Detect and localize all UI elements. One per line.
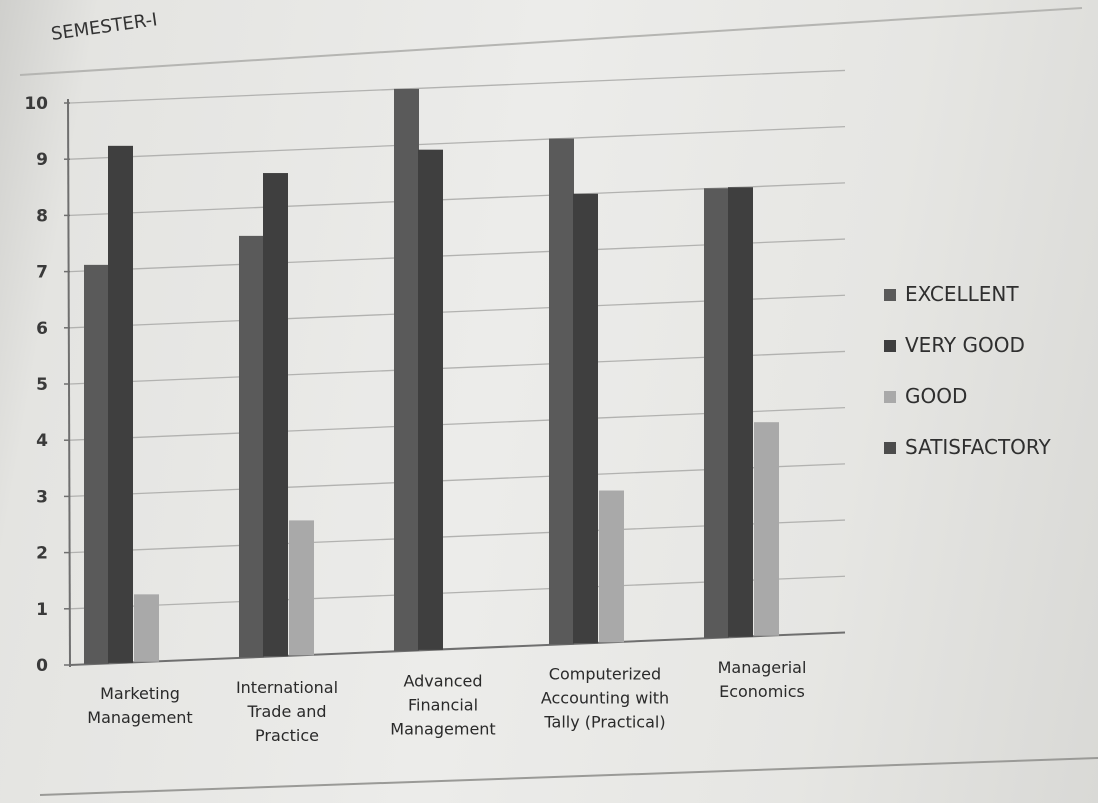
bar-good	[134, 594, 159, 662]
legend-entry: VERY GOOD	[905, 333, 1025, 357]
gridlines	[69, 69, 846, 666]
gridline	[69, 126, 846, 160]
category-label-line: Financial	[408, 695, 478, 714]
legend: EXCELLENT VERY GOOD GOOD SATISFACTORY	[884, 282, 1052, 459]
legend-swatch	[884, 289, 896, 301]
category-label: Managerial Economics	[718, 658, 807, 701]
y-tick-label: 4	[36, 431, 48, 451]
bar-very-good	[263, 173, 288, 657]
bar-very-good	[573, 193, 598, 644]
bar-excellent	[239, 235, 264, 658]
bar-excellent	[549, 138, 574, 645]
category-label-line: International	[236, 678, 338, 697]
bar-good	[289, 520, 314, 656]
y-tick-label: 7	[36, 263, 48, 283]
legend-swatch	[884, 391, 896, 403]
y-axis-ticks: 0 1 2 3 4 5 6 7 8 9 10	[24, 94, 70, 676]
category-label-line: Management	[87, 708, 192, 727]
category-label-line: Marketing	[100, 684, 180, 703]
y-tick-label: 1	[36, 600, 48, 620]
category-label-line: Management	[390, 719, 495, 738]
legend-swatch	[884, 340, 896, 352]
legend-entry: GOOD	[905, 384, 967, 408]
gridline	[69, 631, 846, 666]
legend-swatch	[884, 442, 896, 454]
legend-entry: SATISFACTORY	[905, 435, 1052, 459]
y-tick-label: 6	[36, 319, 48, 339]
category-label-line: Computerized	[549, 665, 661, 684]
y-tick-label: 9	[36, 150, 48, 170]
paper-top-edge	[19, 7, 1083, 76]
category-label-line: Tally (Practical)	[543, 713, 665, 732]
bar-very-good	[728, 187, 753, 637]
category-label: Computerized Accounting with Tally (Practi…	[541, 665, 669, 732]
bar-very-good	[418, 149, 443, 650]
bar-very-good	[108, 145, 133, 663]
y-tick-label: 5	[36, 375, 48, 395]
y-tick-label: 0	[36, 656, 48, 676]
y-tick-label: 10	[24, 94, 48, 114]
y-axis-line	[67, 98, 71, 668]
category-label-line: Managerial	[718, 658, 807, 677]
y-tick-label: 2	[36, 544, 48, 564]
axes	[67, 98, 71, 668]
bar-good	[599, 490, 624, 643]
category-label-line: Economics	[719, 682, 805, 701]
bars	[84, 88, 779, 664]
bar-excellent	[394, 88, 419, 651]
chart-title: SEMESTER-I	[50, 9, 159, 45]
category-label: Advanced Financial Management	[390, 671, 495, 738]
category-label-line: Accounting with	[541, 689, 669, 708]
gridline	[69, 69, 846, 104]
paper-bottom-edge	[39, 757, 1098, 796]
category-label-line: Practice	[255, 726, 319, 745]
category-label-line: Trade and	[247, 702, 327, 721]
bar-excellent	[84, 264, 109, 664]
y-tick-label: 8	[36, 206, 48, 226]
category-label: International Trade and Practice	[236, 678, 338, 745]
legend-entry: EXCELLENT	[905, 282, 1019, 306]
category-label-line: Advanced	[403, 671, 482, 690]
category-label: Marketing Management	[87, 684, 192, 727]
bar-excellent	[704, 188, 729, 638]
x-axis-labels: Marketing Management International Trade an…	[87, 658, 806, 745]
bar-good	[754, 422, 779, 636]
y-tick-label: 3	[36, 487, 48, 507]
